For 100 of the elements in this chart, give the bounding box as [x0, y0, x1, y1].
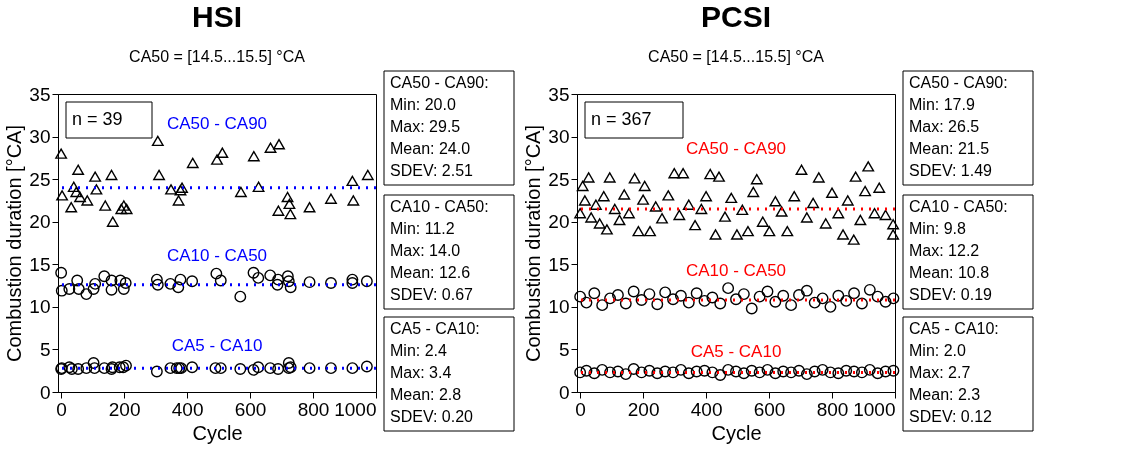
point — [284, 281, 297, 294]
point — [730, 365, 742, 378]
x-axis-title: Cycle — [192, 421, 243, 444]
point — [105, 283, 118, 296]
point — [574, 290, 587, 303]
text: CA5 - CA10: Min: 2.4 Max: 3.4 Mean: 2.8 SDEV: 0.20 — [390, 320, 480, 425]
point — [247, 363, 260, 376]
point — [682, 367, 695, 380]
point — [737, 288, 750, 301]
point — [273, 138, 285, 150]
point — [722, 363, 735, 376]
x-tick-label: 1000 — [853, 398, 896, 420]
point — [150, 365, 163, 378]
x-axis-title: Cycle — [711, 421, 762, 444]
y-tick-label: 20 — [29, 211, 51, 233]
point — [714, 297, 727, 310]
point — [74, 191, 86, 203]
point — [234, 363, 247, 375]
point — [89, 171, 102, 182]
x-tick-label: 600 — [753, 398, 786, 420]
point — [840, 294, 853, 307]
point — [793, 289, 805, 301]
text: CA50 - CA90: Min: 17.9 Max: 26.5 Mean: 21.5 SDEV: 1.49 — [909, 74, 1008, 179]
x-tick-label: 0 — [575, 398, 586, 420]
point — [667, 366, 679, 379]
point — [56, 190, 69, 201]
point — [871, 367, 884, 380]
point — [588, 367, 601, 380]
point — [346, 362, 359, 375]
series-label: CA50 - CA90 — [685, 139, 787, 159]
text: CA50 - CA90: Min: 20.0 Max: 29.5 Mean: 24.0 SDEV: 2.51 — [390, 74, 489, 179]
series-label: CA50 - CA90 — [166, 113, 268, 133]
point — [210, 267, 223, 280]
chart-subtitle: CA50 = [14.5...15.5] °CA — [648, 47, 825, 65]
point — [887, 364, 900, 377]
point — [808, 365, 821, 378]
point — [761, 285, 774, 298]
point — [98, 270, 111, 283]
point — [264, 142, 277, 153]
x-tick-label: 200 — [627, 398, 660, 420]
point — [81, 195, 94, 206]
annotation: n = 39 — [72, 109, 123, 129]
point — [360, 275, 373, 288]
point — [737, 367, 750, 380]
point — [800, 284, 813, 297]
point — [816, 292, 829, 305]
point — [284, 208, 297, 220]
annotation: n = 367 — [591, 109, 652, 129]
y-axis-title: Combustion duration [°CA] — [522, 124, 545, 363]
point — [690, 365, 703, 378]
point — [879, 295, 892, 308]
point — [67, 181, 80, 193]
point — [325, 193, 337, 204]
point — [234, 290, 247, 303]
point — [682, 296, 695, 309]
point — [303, 276, 316, 289]
point — [55, 284, 68, 297]
point — [856, 366, 868, 379]
y-tick-label: 0 — [39, 381, 51, 403]
y-tick-label: 25 — [548, 168, 570, 190]
y-tick-label: 30 — [29, 126, 51, 148]
point — [164, 277, 177, 290]
y-axis-title: Combustion duration [°CA] — [3, 124, 26, 363]
point — [706, 291, 719, 304]
point — [777, 289, 790, 302]
point — [252, 271, 265, 284]
point — [879, 365, 892, 378]
point — [745, 302, 758, 315]
point — [627, 363, 640, 375]
point — [89, 277, 102, 290]
point — [272, 205, 285, 216]
point — [272, 363, 285, 375]
point — [840, 364, 853, 377]
point — [55, 266, 68, 279]
point — [887, 292, 900, 305]
point — [651, 298, 664, 311]
point — [172, 195, 185, 206]
point — [674, 363, 687, 376]
point — [113, 361, 126, 374]
point — [186, 361, 199, 374]
series-label: CA5 - CA10 — [171, 336, 263, 356]
y-tick-label: 30 — [548, 126, 570, 148]
point — [87, 357, 100, 369]
point — [252, 361, 265, 374]
point — [824, 366, 837, 379]
point — [785, 366, 798, 379]
y-tick-label: 5 — [558, 338, 570, 360]
point — [214, 362, 227, 375]
point — [635, 366, 648, 379]
point — [119, 277, 132, 289]
point — [745, 364, 758, 377]
point — [151, 135, 164, 147]
point — [588, 287, 601, 300]
point — [604, 292, 616, 305]
point — [580, 364, 593, 377]
point — [730, 293, 742, 306]
point — [186, 275, 199, 288]
x-tick-label: 600 — [234, 398, 267, 420]
point — [247, 266, 260, 279]
point — [659, 286, 672, 299]
